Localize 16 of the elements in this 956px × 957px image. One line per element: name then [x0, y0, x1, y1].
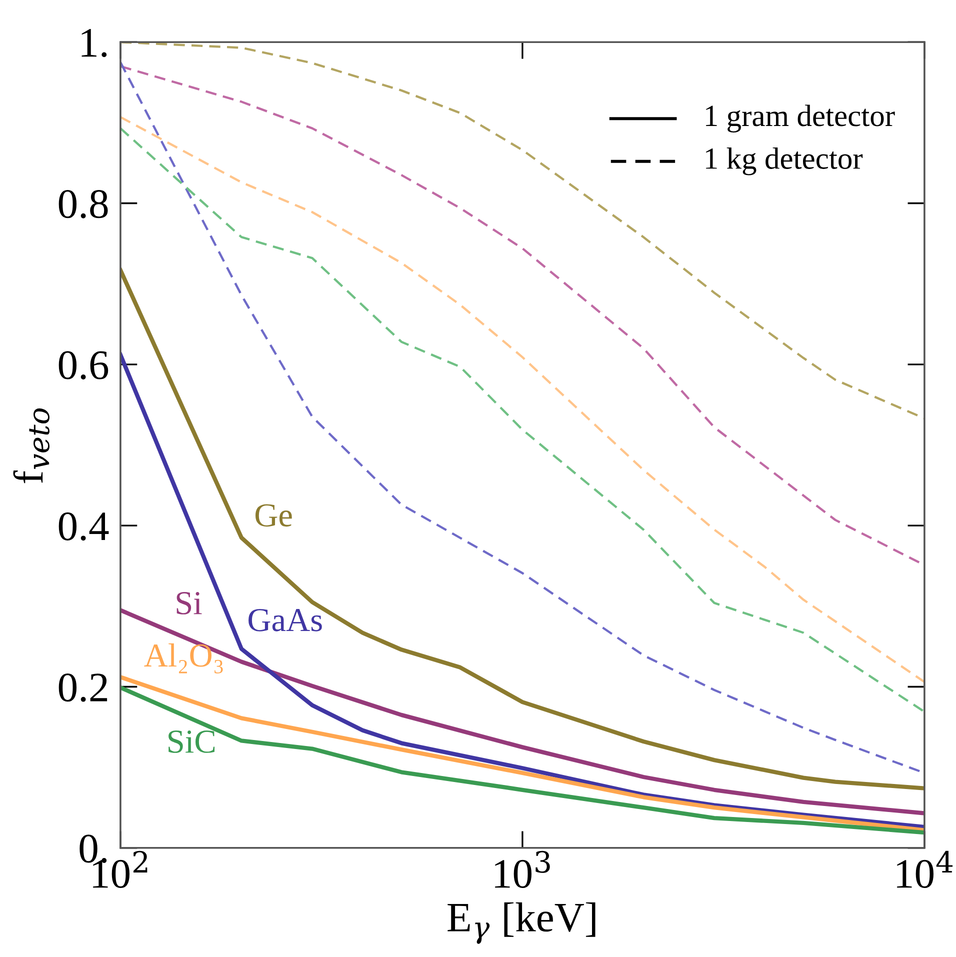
y-tick-label: 0.2: [58, 673, 108, 702]
y-tick-label: 0.8: [58, 190, 108, 218]
y-tick-label: 0.4: [58, 512, 109, 541]
y-tick-label: 0.6: [58, 351, 108, 380]
y-axis-title: f$_{veto}$: [13, 408, 50, 484]
annotation: Ge: [255, 504, 292, 527]
annotation: 1 kg detector: [706, 147, 863, 176]
x-tick-label: 10$^{4}$: [897, 850, 953, 888]
annotation: SiC: [168, 730, 215, 753]
annotation: 1 gram detector: [706, 104, 895, 133]
annotation: Al₂O₃: [144, 643, 223, 674]
x-tick-label: 10$^{3}$: [495, 850, 550, 888]
annotation: GaAs: [248, 608, 322, 632]
x-axis-title: E$_{γ}$ [keV]: [448, 902, 596, 944]
y-tick-label: 1.: [82, 29, 107, 58]
annotation: Si: [176, 592, 202, 614]
